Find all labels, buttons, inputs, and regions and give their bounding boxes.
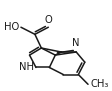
Text: NH: NH [19,63,33,73]
Text: O: O [44,15,52,25]
Text: HO: HO [3,22,19,32]
Text: CH₃: CH₃ [89,79,108,89]
Text: N: N [72,38,79,49]
